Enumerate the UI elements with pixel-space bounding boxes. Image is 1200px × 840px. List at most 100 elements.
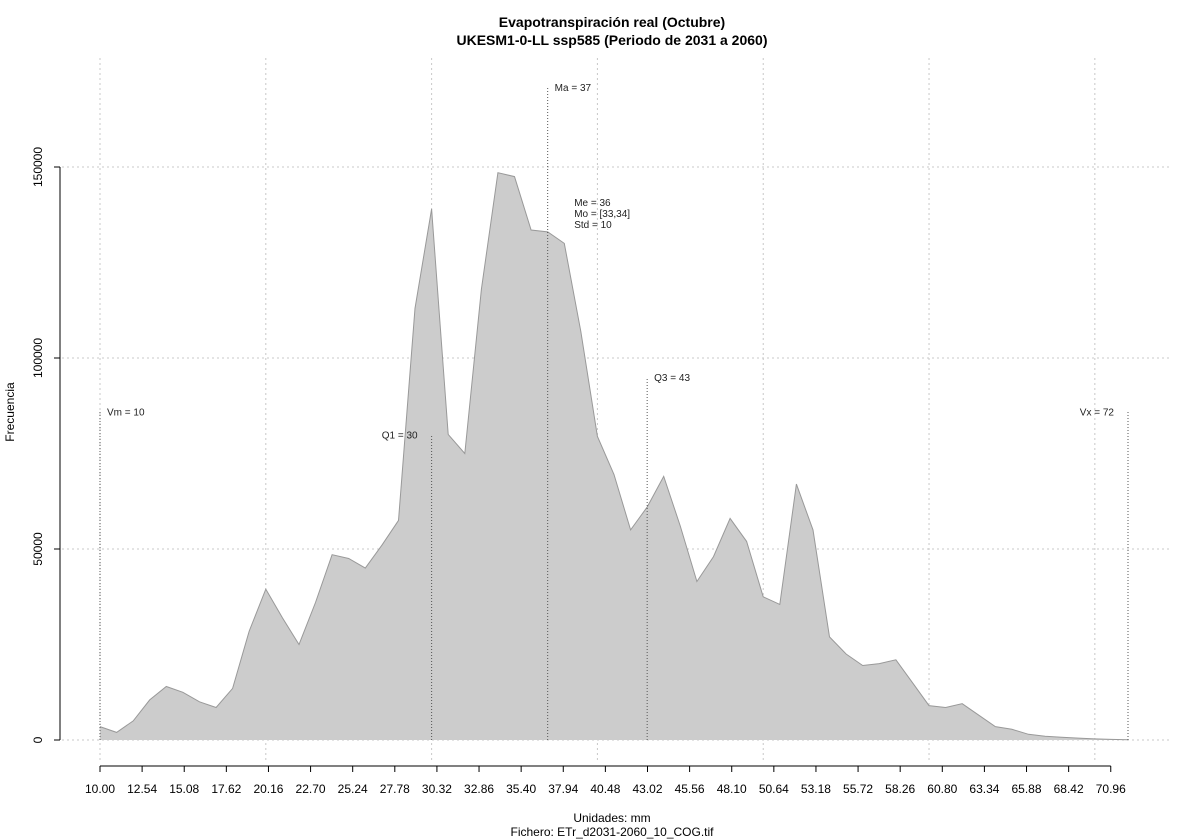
x-tick-label: 58.26 — [885, 782, 915, 796]
data-point — [912, 682, 914, 684]
x-tick-label: 12.54 — [127, 782, 157, 796]
data-point — [365, 567, 367, 569]
data-point — [431, 208, 433, 210]
frequency-area — [100, 172, 1128, 740]
data-point — [1111, 739, 1113, 741]
marker-layer: Vm = 10 Q1 = 30 Ma = 37 Q3 = 43 Vx = 72 — [99, 83, 1129, 740]
axis-layer: 10.00 12.54 15.08 17.62 20.16 22.70 25.24 27.78… — [31, 147, 1126, 796]
data-point — [928, 705, 930, 707]
data-point — [530, 229, 532, 231]
file-name-label: Fichero: ETr_d2031-2060_10_COG.tif — [511, 825, 715, 839]
data-point — [746, 541, 748, 543]
x-tick-label: 50.64 — [759, 782, 789, 796]
data-point — [381, 544, 383, 546]
marker-label-vm: Vm = 10 — [107, 407, 145, 418]
data-point — [580, 331, 582, 333]
x-tick-label: 35.40 — [506, 782, 536, 796]
x-tick-label: 15.08 — [169, 782, 199, 796]
data-point — [265, 588, 267, 590]
data-point — [696, 581, 698, 583]
x-tick-label: 63.34 — [969, 782, 999, 796]
x-tick-label: 53.18 — [801, 782, 831, 796]
marker-label-q3: Q3 = 43 — [654, 373, 690, 384]
data-point — [862, 665, 864, 667]
x-tick-label: 68.42 — [1054, 782, 1084, 796]
data-point — [713, 556, 715, 558]
stats-median-label: Me = 36 — [574, 198, 611, 209]
data-point — [398, 520, 400, 522]
data-point — [1011, 729, 1013, 731]
data-point — [729, 518, 731, 520]
x-tick-label: 17.62 — [211, 782, 241, 796]
data-point — [215, 707, 217, 709]
stats-mode-label: Mo = [33,34] — [574, 209, 630, 220]
data-point — [845, 653, 847, 655]
x-axis-title: Unidades: mm — [573, 811, 650, 825]
data-point — [348, 558, 350, 560]
y-tick-label: 150000 — [31, 147, 45, 187]
data-point — [132, 720, 134, 722]
y-tick-label: 50000 — [31, 532, 45, 566]
data-point — [414, 308, 416, 310]
frequency-line — [99, 172, 1129, 741]
data-point — [199, 701, 201, 703]
y-axis-title: Frecuencia — [3, 382, 17, 442]
data-point — [779, 604, 781, 606]
data-point — [564, 243, 566, 245]
data-point — [663, 476, 665, 478]
data-point — [945, 707, 947, 709]
x-tick-label: 30.32 — [422, 782, 452, 796]
data-point — [978, 714, 980, 716]
data-point — [282, 617, 284, 619]
data-point — [1044, 735, 1046, 737]
data-point — [1061, 737, 1063, 739]
x-tick-label: 25.24 — [338, 782, 368, 796]
stats-std-label: Std = 10 — [574, 220, 612, 231]
marker-label-ma: Ma = 37 — [555, 83, 592, 94]
x-tick-label: 27.78 — [380, 782, 410, 796]
data-point — [182, 692, 184, 694]
x-tick-label: 37.94 — [548, 782, 578, 796]
data-point — [116, 732, 118, 734]
data-point — [961, 703, 963, 705]
data-point — [762, 596, 764, 598]
marker-label-vx: Vx = 72 — [1080, 407, 1115, 418]
data-point — [613, 474, 615, 476]
data-point — [514, 176, 516, 178]
area-layer — [99, 172, 1129, 741]
data-point — [497, 172, 499, 174]
data-point — [796, 483, 798, 485]
x-tick-label: 20.16 — [253, 782, 283, 796]
data-point — [829, 636, 831, 638]
x-tick-label: 65.88 — [1012, 782, 1042, 796]
data-point — [149, 699, 151, 701]
data-point — [248, 630, 250, 632]
data-point — [298, 644, 300, 646]
data-point — [1078, 737, 1080, 739]
x-tick-label: 43.02 — [632, 782, 662, 796]
data-point — [879, 663, 881, 665]
data-point — [232, 688, 234, 690]
data-point — [597, 436, 599, 438]
y-tick-label: 0 — [31, 736, 45, 743]
data-point — [464, 453, 466, 455]
x-tick-label: 22.70 — [296, 782, 326, 796]
data-point — [995, 726, 997, 728]
data-point — [331, 554, 333, 556]
chart-title: Evapotranspiración real (Octubre) — [499, 14, 725, 30]
y-tick-label: 100000 — [31, 338, 45, 378]
data-point — [1028, 734, 1030, 736]
x-tick-label: 45.56 — [675, 782, 705, 796]
data-point — [481, 288, 483, 290]
data-point — [812, 529, 814, 531]
data-point — [1094, 738, 1096, 740]
marker-label-q1: Q1 = 30 — [382, 430, 418, 441]
data-point — [630, 529, 632, 531]
data-point — [166, 686, 168, 688]
x-tick-label: 60.80 — [927, 782, 957, 796]
x-tick-label: 48.10 — [717, 782, 747, 796]
data-point — [315, 602, 317, 604]
data-point — [447, 434, 449, 436]
data-point — [895, 659, 897, 661]
